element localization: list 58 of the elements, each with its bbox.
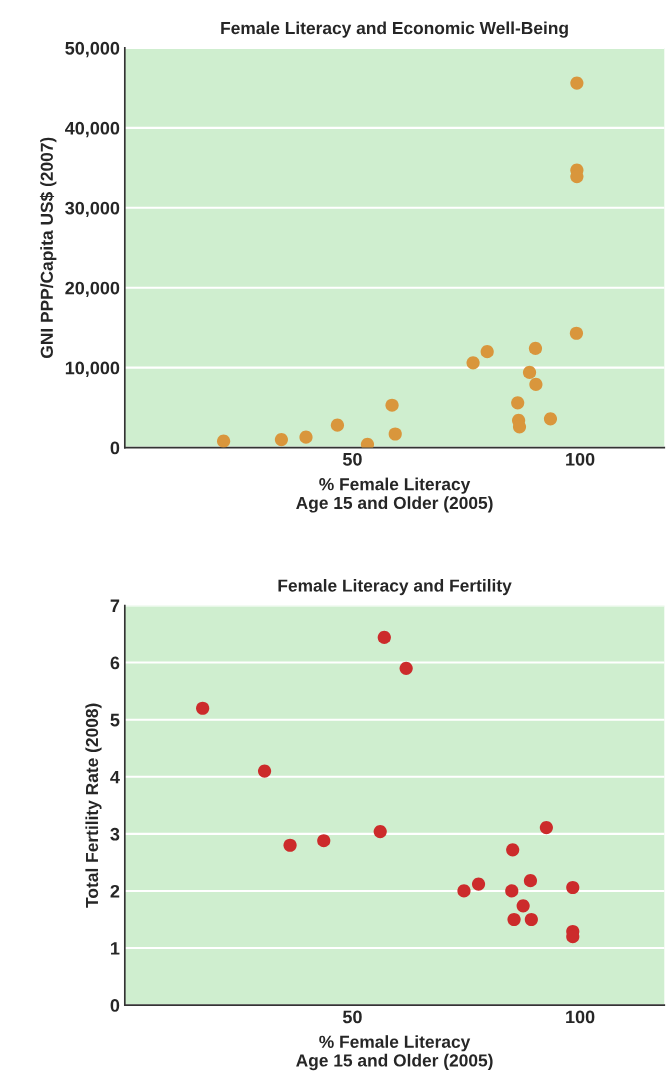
point (385, 398, 399, 412)
point (570, 76, 584, 90)
point (360, 437, 375, 448)
y-tick-label: 50,000 (65, 41, 120, 58)
y-tick-label: 40,000 (65, 121, 120, 138)
point (257, 764, 272, 778)
x-tick-label: 100 (566, 452, 595, 466)
y-tick-label: 3 (110, 827, 120, 841)
point (217, 434, 231, 448)
point (516, 899, 530, 913)
point (373, 824, 387, 839)
point (512, 420, 527, 434)
chart-title: Female Literacy and Economic Well-Being (221, 21, 568, 38)
y-tick-label: 0 (110, 999, 120, 1012)
point (511, 396, 525, 410)
y-tick-label: 0 (110, 441, 120, 455)
point (299, 430, 313, 444)
point (543, 412, 558, 426)
y-tick-label: 2 (110, 884, 120, 898)
y-tick-label: 4 (110, 770, 120, 784)
point (480, 345, 494, 359)
point (566, 880, 580, 895)
chart-title: Female Literacy and Fertility (278, 579, 512, 596)
point (528, 341, 543, 356)
y-tick-label: 5 (110, 713, 120, 727)
y-tick-label: 30,000 (65, 201, 120, 218)
point (529, 377, 543, 392)
point (388, 427, 402, 441)
point (283, 838, 297, 852)
y-tick-label: 10,000 (65, 361, 120, 377)
point (522, 365, 537, 380)
y-axis-title: Total Fertility Rate (2008) (85, 703, 102, 908)
x-axis-title: % Female Literacy Age 15 and Older (2005) (296, 1035, 493, 1071)
point (399, 661, 413, 675)
point (330, 418, 344, 432)
point (506, 843, 520, 857)
point (466, 356, 480, 370)
x-tick-label: 50 (342, 452, 362, 466)
x-axis-title: % Female Literacy Age 15 and Older (2005) (296, 477, 493, 513)
point (523, 874, 538, 888)
point (471, 877, 486, 891)
point (317, 834, 331, 848)
point (274, 433, 288, 447)
point (196, 701, 210, 715)
y-tick-label: 1 (111, 942, 120, 955)
y-axis-title: GNI PPP/Capita US$ (2007) (39, 137, 57, 358)
y-tick-label: 20,000 (65, 281, 120, 298)
y-tick-label: 6 (110, 656, 120, 670)
point (507, 912, 521, 927)
point (377, 630, 391, 645)
point (457, 884, 471, 898)
point (524, 912, 538, 927)
point (539, 820, 553, 835)
y-tick-label: 7 (110, 599, 120, 613)
point (505, 884, 519, 898)
x-tick-label: 50 (342, 1010, 362, 1024)
point (569, 326, 584, 340)
x-tick-label: 100 (566, 1010, 595, 1024)
